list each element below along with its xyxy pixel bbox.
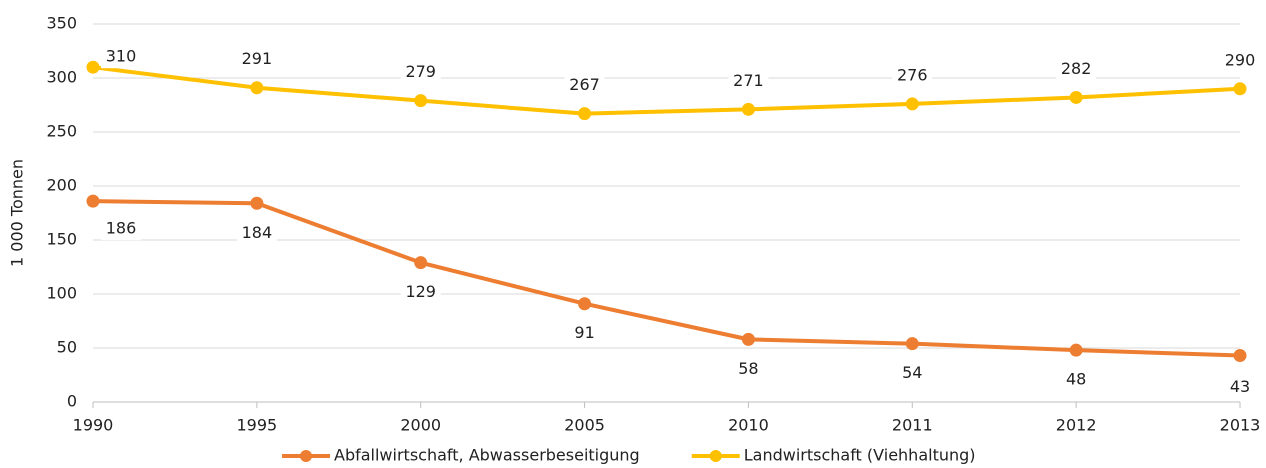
data-point xyxy=(250,81,264,95)
data-point xyxy=(1069,90,1083,104)
legend-marker xyxy=(709,450,722,462)
x-tick-label: 2012 xyxy=(1056,416,1097,435)
data-point xyxy=(1233,349,1247,363)
data-label: 129 xyxy=(405,282,436,301)
data-label: 43 xyxy=(1230,377,1250,396)
data-label-bg xyxy=(1056,369,1097,392)
data-label: 271 xyxy=(733,71,764,90)
data-label-bg xyxy=(728,358,769,381)
data-point xyxy=(250,196,264,210)
data-point xyxy=(741,102,755,116)
data-point xyxy=(905,337,919,351)
data-label: 54 xyxy=(902,363,922,382)
data-point xyxy=(578,297,592,311)
legend-label: Landwirtschaft (Viehhaltung) xyxy=(744,446,976,465)
data-label: 291 xyxy=(242,49,273,68)
data-label-bg xyxy=(236,48,277,71)
data-point xyxy=(905,97,919,111)
x-tick-label: 2005 xyxy=(564,416,605,435)
data-point xyxy=(86,194,100,208)
x-tick-label: 1995 xyxy=(236,416,277,435)
data-label: 58 xyxy=(738,359,758,378)
y-tick-label: 250 xyxy=(46,122,77,141)
legend-marker xyxy=(300,450,312,462)
data-label-bg xyxy=(892,362,933,385)
data-label: 290 xyxy=(1225,50,1256,69)
y-tick-label: 350 xyxy=(46,14,77,33)
data-point xyxy=(414,256,428,270)
data-label: 186 xyxy=(106,219,137,238)
data-label: 267 xyxy=(569,75,600,94)
legend-label: Abfallwirtschaft, Abwasserbeseitigung xyxy=(334,446,640,465)
y-tick-label: 200 xyxy=(46,176,77,195)
data-label-bg xyxy=(564,74,605,97)
data-label-bg xyxy=(564,322,605,345)
y-tick-label: 300 xyxy=(46,68,77,87)
x-tick-label: 1990 xyxy=(73,416,114,435)
data-label-bg xyxy=(400,281,441,304)
y-tick-label: 100 xyxy=(46,284,77,303)
data-label-bg xyxy=(1220,49,1260,72)
data-label-bg xyxy=(400,61,441,84)
series-line xyxy=(92,199,1241,358)
x-tick-label: 2013 xyxy=(1220,416,1261,435)
x-tick-label: 2000 xyxy=(400,416,441,435)
data-label-bg xyxy=(1220,376,1260,399)
data-label-bg xyxy=(236,222,277,245)
data-label: 276 xyxy=(897,65,928,84)
data-label-bg xyxy=(892,64,933,87)
data-label-bg xyxy=(101,46,141,69)
y-axis-label: 1 000 Tonnen xyxy=(8,159,27,267)
y-tick-label: 150 xyxy=(46,230,77,249)
data-label: 279 xyxy=(405,62,436,81)
data-point xyxy=(1069,343,1083,357)
x-tick-label: 2010 xyxy=(728,416,769,435)
series-line xyxy=(92,65,1241,116)
data-point xyxy=(414,94,428,108)
y-tick-label: 50 xyxy=(57,338,77,357)
data-point xyxy=(578,107,592,121)
data-label-bg xyxy=(1056,58,1097,81)
data-point xyxy=(86,60,100,74)
data-point xyxy=(741,332,755,346)
data-label-bg xyxy=(728,70,769,93)
data-label: 282 xyxy=(1061,59,1092,78)
data-label-bg xyxy=(101,218,141,241)
y-tick-label: 0 xyxy=(67,392,77,411)
data-point xyxy=(1233,82,1247,96)
x-tick-label: 2011 xyxy=(892,416,933,435)
data-label: 91 xyxy=(574,323,594,342)
data-label: 310 xyxy=(106,47,137,66)
data-label: 48 xyxy=(1066,370,1086,389)
data-label: 184 xyxy=(242,223,273,242)
